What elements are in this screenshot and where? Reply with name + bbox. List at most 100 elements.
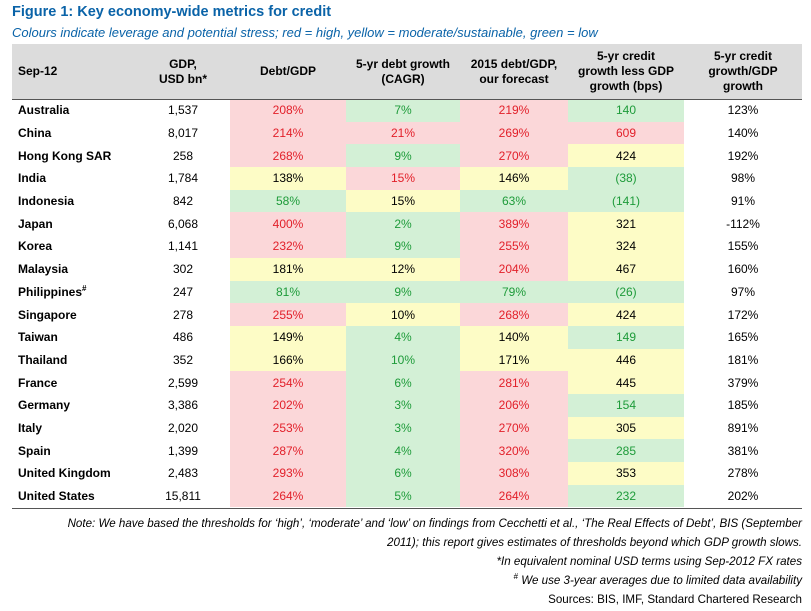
credit-less-gdp-cell: 154 bbox=[568, 393, 684, 417]
forecast-cell: 140% bbox=[460, 325, 568, 349]
country-cell: United States bbox=[18, 489, 95, 504]
debt-growth-cell: 4% bbox=[346, 439, 460, 462]
credit-ratio-cell: 140% bbox=[727, 126, 759, 141]
table-row: United States 15,811 264% 5% 264% 232 202% bbox=[12, 484, 802, 508]
forecast-cell: 264% bbox=[460, 484, 568, 508]
country-cell: India bbox=[18, 171, 47, 186]
forecast-cell: 281% bbox=[460, 371, 568, 394]
gdp-cell: 1,141 bbox=[167, 239, 199, 254]
credit-ratio-cell: 97% bbox=[730, 284, 756, 299]
debt-growth-cell: 21% bbox=[346, 121, 460, 145]
country-cell: Korea bbox=[18, 239, 53, 254]
forecast-cell: 171% bbox=[460, 348, 568, 372]
header-forecast: 2015 debt/GDP, our forecast bbox=[470, 56, 558, 86]
debt-growth-cell: 3% bbox=[346, 416, 460, 440]
table-row: Malaysia 302 181% 12% 204% 467 160% bbox=[12, 257, 802, 281]
figure-title: Figure 1: Key economy-wide metrics for c… bbox=[12, 4, 332, 20]
credit-ratio-cell: 172% bbox=[727, 307, 759, 322]
gdp-cell: 278 bbox=[172, 307, 194, 322]
forecast-cell: 206% bbox=[460, 393, 568, 417]
debt-growth-cell: 5% bbox=[346, 484, 460, 508]
credit-ratio-cell: 181% bbox=[727, 352, 759, 367]
debt-gdp-cell: 181% bbox=[230, 257, 346, 281]
gdp-cell: 3,386 bbox=[167, 398, 199, 413]
header-gdp: GDP, USD bn* bbox=[159, 56, 207, 86]
country-cell: China bbox=[18, 126, 52, 141]
table-row: Korea 1,141 232% 9% 255% 324 155% bbox=[12, 235, 802, 258]
credit-less-gdp-cell: (141) bbox=[568, 189, 684, 213]
gdp-cell: 842 bbox=[172, 194, 194, 209]
credit-less-gdp-cell: 445 bbox=[568, 371, 684, 394]
forecast-cell: 63% bbox=[460, 189, 568, 213]
debt-gdp-cell: 264% bbox=[230, 484, 346, 508]
credit-less-gdp-cell: 424 bbox=[568, 144, 684, 168]
credit-less-gdp-cell: 324 bbox=[568, 235, 684, 258]
table-row: Thailand 352 166% 10% 171% 446 181% bbox=[12, 348, 802, 372]
forecast-cell: 79% bbox=[460, 280, 568, 304]
credit-ratio-cell: 192% bbox=[727, 148, 759, 163]
debt-growth-cell: 6% bbox=[346, 462, 460, 485]
forecast-cell: 320% bbox=[460, 439, 568, 462]
credit-less-gdp-cell: 149 bbox=[568, 325, 684, 349]
note-asterisk: *In equivalent nominal USD terms using S… bbox=[496, 555, 802, 568]
country-cell: Indonesia bbox=[18, 194, 75, 209]
gdp-cell: 352 bbox=[172, 352, 194, 367]
forecast-cell: 255% bbox=[460, 235, 568, 258]
credit-ratio-cell: 160% bbox=[727, 262, 759, 277]
debt-growth-cell: 9% bbox=[346, 235, 460, 258]
note-thresholds: Note: We have based the thresholds for ‘… bbox=[67, 517, 802, 549]
credit-ratio-cell: 123% bbox=[727, 103, 759, 118]
credit-less-gdp-cell: (38) bbox=[568, 167, 684, 190]
debt-gdp-cell: 58% bbox=[230, 189, 346, 213]
debt-gdp-cell: 255% bbox=[230, 303, 346, 326]
table-row: Singapore 278 255% 10% 268% 424 172% bbox=[12, 303, 802, 326]
table-bottom-divider bbox=[12, 508, 802, 509]
header-credit-ratio: 5-yr credit growth/GDP growth bbox=[708, 49, 778, 93]
country-cell: Malaysia bbox=[18, 262, 69, 277]
country-cell: Taiwan bbox=[18, 330, 58, 345]
debt-gdp-cell: 293% bbox=[230, 462, 346, 485]
country-cell: France bbox=[18, 375, 58, 390]
debt-growth-cell: 4% bbox=[346, 325, 460, 349]
country-cell: Singapore bbox=[18, 307, 77, 322]
forecast-cell: 270% bbox=[460, 416, 568, 440]
debt-gdp-cell: 81% bbox=[230, 280, 346, 304]
gdp-cell: 1,399 bbox=[167, 443, 199, 458]
notes-block: Note: We have based the thresholds for ‘… bbox=[12, 514, 802, 609]
credit-less-gdp-cell: 424 bbox=[568, 303, 684, 326]
forecast-cell: 268% bbox=[460, 303, 568, 326]
gdp-cell: 6,068 bbox=[167, 216, 199, 231]
credit-ratio-cell: 278% bbox=[727, 466, 759, 481]
gdp-cell: 2,483 bbox=[167, 466, 199, 481]
gdp-cell: 1,537 bbox=[167, 103, 199, 118]
debt-gdp-cell: 208% bbox=[230, 99, 346, 122]
debt-gdp-cell: 253% bbox=[230, 416, 346, 440]
header-credit-less-gdp: 5-yr credit growth less GDP growth (bps) bbox=[577, 49, 675, 93]
debt-growth-cell: 15% bbox=[346, 189, 460, 213]
forecast-cell: 219% bbox=[460, 99, 568, 122]
country-cell: Germany bbox=[18, 398, 71, 413]
forecast-cell: 146% bbox=[460, 167, 568, 190]
table-row: India 1,784 138% 15% 146% (38) 98% bbox=[12, 167, 802, 190]
debt-gdp-cell: 268% bbox=[230, 144, 346, 168]
note-hash: # We use 3-year averages due to limited … bbox=[513, 572, 802, 587]
table-row: China 8,017 214% 21% 269% 609 140% bbox=[12, 121, 802, 145]
country-cell: Japan bbox=[18, 216, 53, 231]
credit-ratio-cell: 379% bbox=[727, 375, 759, 390]
table-row: Germany 3,386 202% 3% 206% 154 185% bbox=[12, 393, 802, 417]
debt-gdp-cell: 202% bbox=[230, 393, 346, 417]
debt-growth-cell: 7% bbox=[346, 99, 460, 122]
credit-less-gdp-cell: 353 bbox=[568, 462, 684, 485]
gdp-cell: 2,020 bbox=[167, 420, 199, 435]
table-row: Italy 2,020 253% 3% 270% 305 891% bbox=[12, 416, 802, 440]
credit-less-gdp-cell: 321 bbox=[568, 212, 684, 236]
country-cell: United Kingdom bbox=[18, 466, 111, 481]
credit-ratio-cell: 98% bbox=[730, 171, 756, 186]
debt-gdp-cell: 149% bbox=[230, 325, 346, 349]
debt-gdp-cell: 232% bbox=[230, 235, 346, 258]
country-cell: Thailand bbox=[18, 352, 68, 367]
gdp-cell: 2,599 bbox=[167, 375, 199, 390]
debt-gdp-cell: 287% bbox=[230, 439, 346, 462]
footnote-mark: # bbox=[82, 283, 87, 293]
gdp-cell: 1,784 bbox=[167, 171, 199, 186]
